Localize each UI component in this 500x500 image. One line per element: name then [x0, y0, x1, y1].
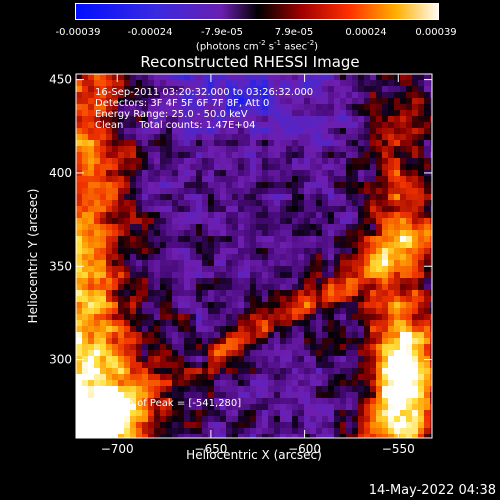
colorbar-tick: -0.00024	[127, 27, 173, 38]
time-range-text: 16-Sep-2011 03:20:32.000 to 03:26:32.000	[95, 87, 314, 98]
x-tick-label: −550	[382, 442, 415, 456]
chart-title: Reconstructed RHESSI Image	[140, 53, 360, 71]
colorbar-units: (photons cm-2 s-1 asec-2)	[195, 39, 319, 53]
detectors-text: Detectors: 3F 4F 5F 6F 7F 8F, Att 0	[95, 98, 270, 109]
y-tick-label: 450	[49, 73, 72, 87]
y-tick-label: 400	[49, 166, 72, 180]
y-axis-label: Heliocentric Y (arcsec)	[26, 189, 40, 324]
y-tick-label: 300	[49, 353, 72, 367]
timestamp: 14-May-2022 04:38	[368, 483, 496, 498]
peak-position-text: Position of Peak = [-541,280]	[95, 398, 242, 409]
clean-counts-text: Clean Total counts: 1.47E+04	[95, 120, 256, 131]
x-axis-label: Heliocentric X (arcsec)	[186, 448, 322, 462]
x-tick-label: −600	[288, 442, 321, 456]
energy-range-text: Energy Range: 25.0 - 50.0 keV	[95, 109, 248, 120]
heatmap-image	[76, 74, 432, 438]
colorbar-tick: 7.9e-05	[274, 27, 314, 38]
colorbar-tick: 0.00024	[345, 27, 387, 38]
y-tick-label: 350	[49, 259, 72, 273]
colorbar	[75, 3, 439, 20]
colorbar-tick: -0.00039	[55, 27, 101, 38]
colorbar-tick: 0.00039	[415, 27, 457, 38]
x-tick-label: −700	[101, 442, 134, 456]
x-tick-label: −650	[194, 442, 227, 456]
colorbar-tick: -7.9e-05	[201, 27, 243, 38]
